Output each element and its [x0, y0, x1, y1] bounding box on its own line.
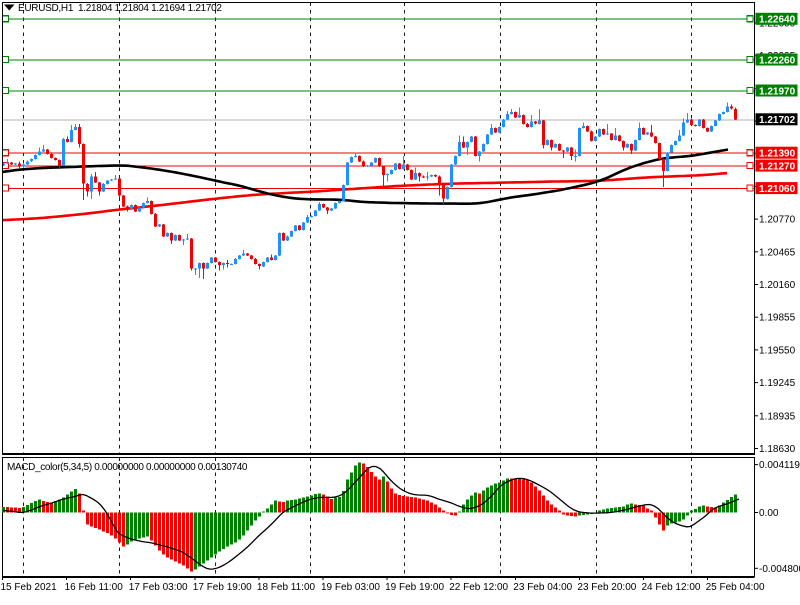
- svg-text:1.20465: 1.20465: [759, 247, 796, 258]
- svg-text:18 Feb 11:00: 18 Feb 11:00: [257, 582, 316, 593]
- svg-text:16 Feb 11:00: 16 Feb 11:00: [65, 582, 124, 593]
- svg-text:0.00: 0.00: [759, 508, 779, 519]
- svg-text:1.18935: 1.18935: [759, 411, 796, 422]
- svg-text:15 Feb 2021: 15 Feb 2021: [1, 582, 58, 593]
- svg-text:EURUSD,H1 1.21804 1.21804 1.2: EURUSD,H1 1.21804 1.21804 1.21694 1.2170…: [18, 3, 222, 14]
- svg-text:1.19245: 1.19245: [759, 378, 796, 389]
- svg-text:1.21060: 1.21060: [759, 184, 796, 195]
- svg-text:25 Feb 04:00: 25 Feb 04:00: [706, 582, 765, 593]
- svg-text:0.0041193: 0.0041193: [759, 460, 800, 471]
- svg-text:24 Feb 12:00: 24 Feb 12:00: [642, 582, 701, 593]
- svg-text:17 Feb 19:00: 17 Feb 19:00: [193, 582, 252, 593]
- svg-text:-0.0048000: -0.0048000: [759, 564, 800, 575]
- svg-text:1.18630: 1.18630: [759, 444, 796, 455]
- svg-text:1.22260: 1.22260: [759, 55, 796, 66]
- svg-text:1.19855: 1.19855: [759, 313, 796, 324]
- svg-text:22 Feb 12:00: 22 Feb 12:00: [449, 582, 508, 593]
- svg-text:19 Feb 19:00: 19 Feb 19:00: [385, 582, 444, 593]
- svg-text:1.21970: 1.21970: [759, 86, 796, 97]
- svg-text:23 Feb 20:00: 23 Feb 20:00: [577, 582, 636, 593]
- svg-text:23 Feb 04:00: 23 Feb 04:00: [513, 582, 572, 593]
- svg-text:1.19550: 1.19550: [759, 345, 796, 356]
- svg-text:1.21390: 1.21390: [759, 149, 796, 160]
- svg-text:1.20160: 1.20160: [759, 280, 796, 291]
- svg-text:1.21702: 1.21702: [759, 115, 796, 126]
- svg-text:1.20770: 1.20770: [759, 215, 796, 226]
- svg-text:1.22640: 1.22640: [759, 15, 796, 26]
- svg-text:MACD_color(5,34,5) 0.00000000: MACD_color(5,34,5) 0.00000000 0.00000000…: [7, 462, 248, 473]
- svg-text:19 Feb 03:00: 19 Feb 03:00: [321, 582, 380, 593]
- svg-text:17 Feb 03:00: 17 Feb 03:00: [129, 582, 188, 593]
- svg-text:1.21270: 1.21270: [759, 161, 796, 172]
